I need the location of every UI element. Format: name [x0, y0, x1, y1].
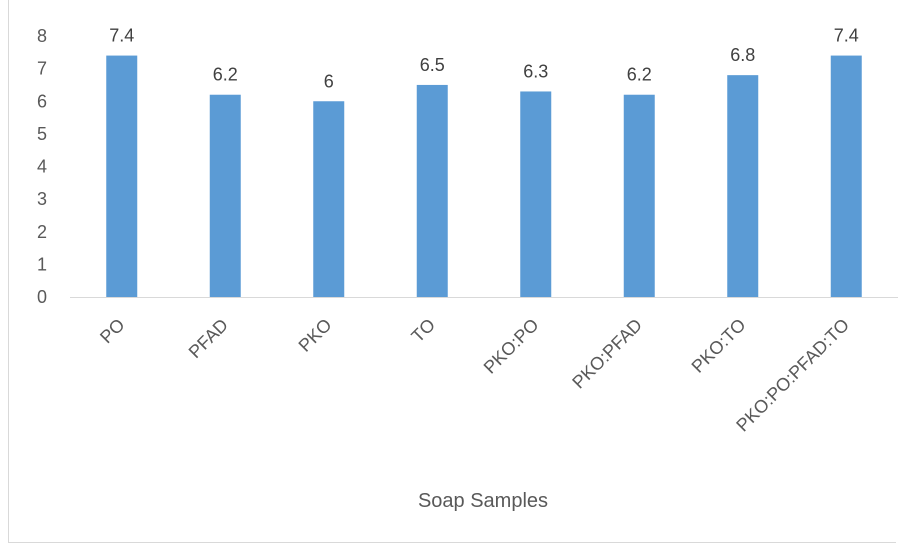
data-label: 6.3 [523, 61, 548, 81]
data-label: 7.4 [834, 26, 859, 46]
bar [313, 101, 345, 297]
bar [520, 91, 552, 298]
category-label: PKO:PO [480, 315, 543, 378]
category-labels: PO PFAD PKO TO PKO:PO PKO:PFAD PKO:TOPKO:PO:PF… [96, 315, 853, 436]
data-label: 7.4 [109, 26, 134, 46]
y-tick-label: 3 [37, 189, 47, 209]
category-label: TO [407, 315, 439, 347]
category-label: PKO:PFAD [568, 315, 646, 393]
y-tick-label: 0 [37, 287, 47, 307]
data-labels: 7.4 6.2 6 6.5 6.3 6.2 6.8 7.4 [109, 26, 859, 92]
category-label: PO [96, 315, 129, 348]
y-tick-label: 7 [37, 59, 47, 79]
x-axis-title: Soap Samples [418, 490, 548, 512]
y-tick-label: 5 [37, 124, 47, 144]
bar [623, 94, 655, 297]
y-tick-label: 6 [37, 91, 47, 111]
data-label: 6.5 [420, 55, 445, 75]
category-label: PKO:TO [688, 315, 750, 377]
y-axis-ticks: 0 1 2 3 4 5 6 7 8 [37, 26, 47, 307]
bar [727, 75, 759, 298]
bar [106, 55, 138, 298]
bars [106, 55, 862, 298]
data-label: 6.8 [730, 45, 755, 65]
y-tick-label: 1 [37, 254, 47, 274]
data-label: 6 [324, 71, 334, 91]
category-label: PKO:PO:PFAD:TO [732, 315, 853, 436]
data-label: 6.2 [213, 65, 238, 85]
bar [830, 55, 862, 298]
data-label: 6.2 [627, 65, 652, 85]
category-label: PFAD [185, 315, 232, 362]
bar [416, 84, 448, 297]
bar [209, 94, 241, 297]
y-tick-label: 2 [37, 222, 47, 242]
y-tick-label: 4 [37, 157, 47, 177]
y-tick-label: 8 [37, 26, 47, 46]
category-label: PKO [295, 315, 336, 356]
